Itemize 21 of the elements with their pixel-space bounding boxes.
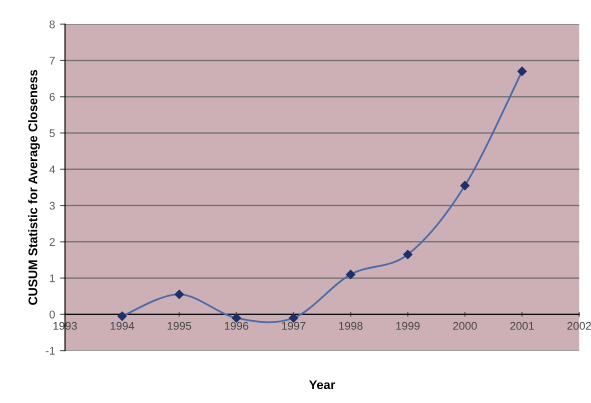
y-tick-label: 4 — [49, 166, 55, 174]
y-tick-label: 1 — [50, 274, 55, 282]
y-tick-label: 5 — [50, 129, 55, 138]
y-tick-label: 8 — [50, 20, 55, 28]
y-tick-label: 3 — [50, 202, 55, 210]
x-tick-label: 1996 — [224, 322, 248, 330]
x-tick-label: 1999 — [396, 322, 420, 330]
y-tick-label: 6 — [50, 92, 55, 101]
y-tick-label: -1 — [46, 346, 55, 355]
y-tick-label: 7 — [50, 56, 55, 64]
y-tick-label: 2 — [50, 238, 55, 246]
y-tick-label: 0 — [50, 310, 55, 318]
y-axis-title: CUSUM Statistic for Average Closeness — [28, 70, 40, 305]
x-tick-label: 2000 — [453, 322, 477, 330]
x-tick-label: 1995 — [168, 322, 192, 330]
x-axis-title: Year — [309, 380, 336, 390]
x-tick-label: 2001 — [510, 322, 534, 330]
x-tick-label: 1997 — [282, 322, 306, 330]
x-tick-label: 1998 — [339, 322, 363, 330]
x-tick-label: 1994 — [110, 322, 134, 330]
x-tick-label: 2002 — [567, 322, 591, 330]
